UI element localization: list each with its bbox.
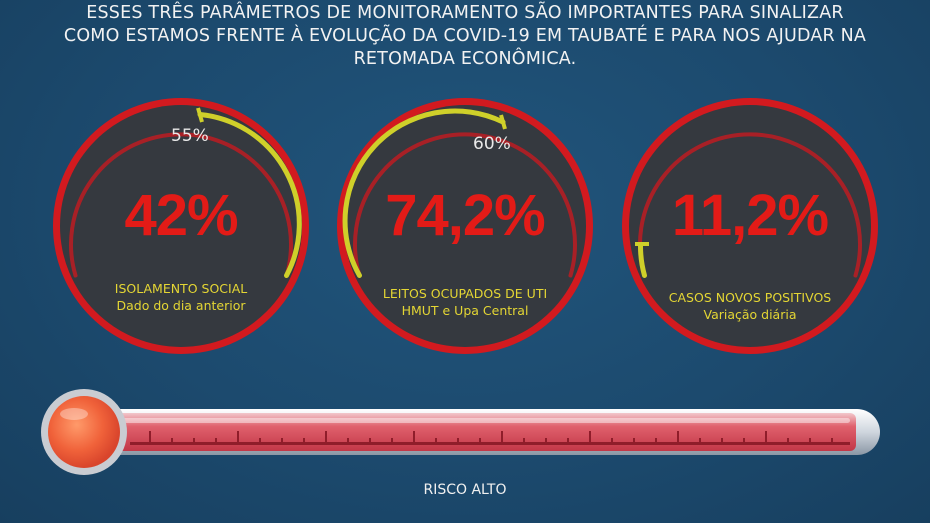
gauge-dial [53, 98, 309, 354]
thermometer-scale-line [130, 442, 850, 445]
gauge-highlight-arc [342, 108, 506, 278]
gauge-threshold-marker [499, 114, 507, 130]
gauge-isolamento-social: 55% 42% ISOLAMENTO SOCIAL Dado do dia an… [47, 92, 315, 360]
gauge-face [60, 105, 302, 347]
gauge-face [629, 105, 871, 347]
gauge-dial [622, 98, 878, 354]
gauge-track [69, 132, 293, 278]
header-text: ESSES TRÊS PARÂMETROS DE MONITORAMENTO S… [0, 2, 930, 71]
gauge-caption-title: ISOLAMENTO SOCIAL [114, 281, 248, 296]
gauge-dial [337, 98, 593, 354]
thermometer-fill [80, 413, 856, 451]
gauge-value: 42% [124, 183, 238, 248]
gauge-caption-subtitle: HMUT e Upa Central [401, 303, 529, 318]
risk-level-label: RISCO ALTO [423, 482, 507, 498]
header-line-1: ESSES TRÊS PARÂMETROS DE MONITORAMENTO S… [86, 3, 844, 23]
gauge-caption: CASOS NOVOS POSITIVOS Variação diária [616, 289, 884, 323]
thermometer-bulb-shine [60, 408, 88, 420]
gauge-caption: ISOLAMENTO SOCIAL Dado do dia anterior [47, 280, 315, 314]
gauge-value: 74,2% [385, 183, 545, 248]
header-line-2: COMO ESTAMOS FRENTE À EVOLUÇÃO DA COVID-… [63, 26, 867, 46]
gauge-threshold-label: 55% [171, 126, 209, 146]
header-line-3: RETOMADA ECONÔMICA. [353, 49, 577, 69]
gauge-face [344, 105, 586, 347]
gauge-caption: LEITOS OCUPADOS DE UTI HMUT e Upa Centra… [331, 285, 599, 319]
gauge-value: 11,2% [671, 183, 829, 248]
gauge-caption-title: CASOS NOVOS POSITIVOS [668, 290, 832, 305]
risk-thermometer [40, 388, 885, 478]
gauge-track [638, 132, 862, 278]
gauge-caption-title: LEITOS OCUPADOS DE UTI [382, 286, 548, 301]
gauge-casos-novos: 11,2% CASOS NOVOS POSITIVOS Variação diá… [616, 92, 884, 360]
thermometer-shine [100, 418, 850, 423]
gauge-highlight-arc [197, 112, 302, 278]
gauge-caption-subtitle: Dado do dia anterior [116, 298, 246, 313]
gauge-leitos-uti: 60% 74,2% LEITOS OCUPADOS DE UTI HMUT e … [331, 92, 599, 360]
gauge-caption-subtitle: Variação diária [703, 307, 797, 322]
thermometer-ticks [149, 431, 833, 445]
gauge-threshold-label: 60% [473, 134, 511, 154]
gauge-threshold-marker [196, 107, 204, 123]
gauge-track [353, 132, 577, 278]
thermometer-graphic [41, 389, 880, 475]
thermometer-bulb [48, 396, 120, 468]
